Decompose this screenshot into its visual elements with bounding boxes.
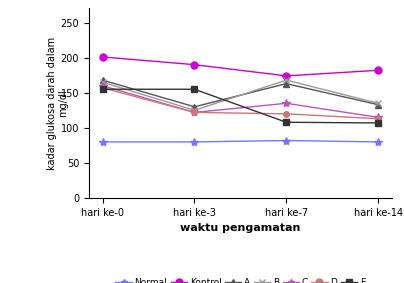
Legend: Normal, Kontrol, A, B, C, D, E: Normal, Kontrol, A, B, C, D, E bbox=[112, 275, 369, 283]
Y-axis label: kadar glukosa darah dalam
mg/dl: kadar glukosa darah dalam mg/dl bbox=[47, 37, 69, 170]
X-axis label: waktu pengamatan: waktu pengamatan bbox=[180, 223, 301, 233]
